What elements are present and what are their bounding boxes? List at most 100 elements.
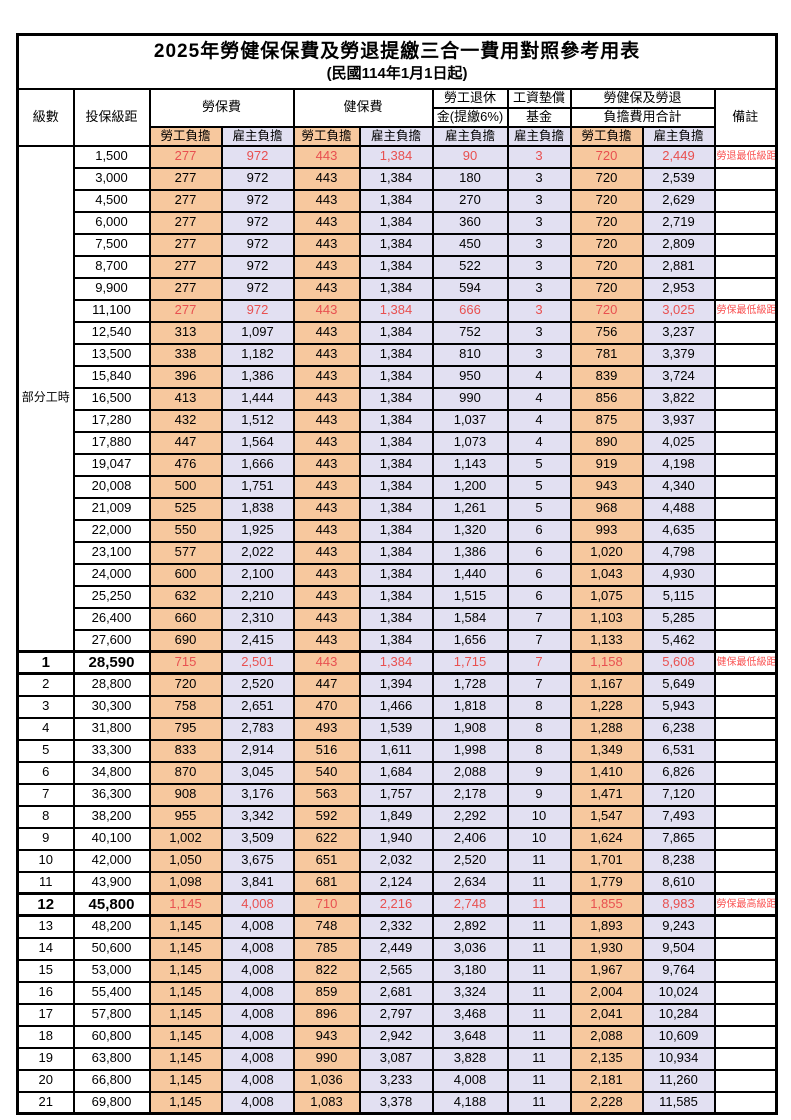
pension-employer-cell: 2,088 (431, 760, 509, 785)
pension-employer-cell: 3,180 (431, 958, 509, 983)
total-employee-cell: 720 (569, 210, 644, 235)
total-employee-cell: 2,228 (569, 1090, 644, 1115)
labor-employer-cell: 3,675 (220, 848, 295, 873)
total-employer-cell: 7,865 (641, 826, 716, 851)
remark-cell (713, 386, 778, 411)
table-row: 23,100 577 2,022 443 1,384 1,386 6 1,020… (18, 540, 778, 565)
health-employee-cell: 443 (292, 584, 361, 609)
table-row: 2 28,800 720 2,520 447 1,394 1,728 7 1,1… (16, 672, 778, 697)
total-employer-cell: 9,243 (641, 914, 716, 939)
salary-bracket-cell: 45,800 (72, 892, 151, 917)
level-cell: 12 (16, 892, 75, 917)
remark-cell (713, 738, 778, 763)
labor-employer-cell: 1,097 (220, 320, 295, 345)
level-cell: 17 (16, 1002, 75, 1027)
labor-employer-cell: 3,176 (220, 782, 295, 807)
premium-reference-table: 2025年勞健保保費及勞退提繳三合一費用對照參考用表 (民國114年1月1日起)… (16, 33, 779, 1115)
wage-fund-employer-cell: 3 (506, 254, 572, 279)
table-row: 15 53,000 1,145 4,008 822 2,565 3,180 11… (16, 958, 778, 983)
remark-cell (713, 232, 778, 257)
remark-cell (713, 870, 778, 895)
health-employer-cell: 1,539 (358, 716, 434, 741)
wage-fund-employer-cell: 7 (506, 606, 572, 631)
labor-employee-cell: 277 (148, 144, 223, 169)
wage-fund-employer-cell: 7 (506, 672, 572, 697)
total-employee-cell: 1,349 (569, 738, 644, 763)
labor-employee-cell: 1,145 (148, 958, 223, 983)
labor-employer-cell: 972 (220, 232, 295, 257)
remark-cell (713, 452, 778, 477)
labor-employee-cell: 1,145 (148, 1068, 223, 1093)
total-employee-cell: 2,088 (569, 1024, 644, 1049)
health-employer-cell: 1,384 (358, 254, 434, 279)
health-employer-cell: 2,565 (358, 958, 434, 983)
remark-cell: 勞退最低級距 (713, 144, 778, 169)
pension-employer-cell: 90 (431, 144, 509, 169)
pension-employer-cell: 1,200 (431, 474, 509, 499)
health-employer-cell: 1,384 (358, 298, 434, 323)
labor-employer-cell: 2,415 (220, 628, 295, 653)
pension-employer-cell: 1,073 (431, 430, 509, 455)
wage-fund-employer-cell: 4 (506, 386, 572, 411)
wage-fund-employer-cell: 11 (506, 892, 572, 917)
labor-employer-cell: 2,100 (220, 562, 295, 587)
total-employer-cell: 10,284 (641, 1002, 716, 1027)
labor-employer-cell: 4,008 (220, 980, 295, 1005)
health-employee-cell: 822 (292, 958, 361, 983)
table-row: 21 69,800 1,145 4,008 1,083 3,378 4,188 … (16, 1090, 778, 1115)
pension-employer-cell: 1,908 (431, 716, 509, 741)
total-employee-cell: 720 (569, 188, 644, 213)
wage-fund-employer-cell: 6 (506, 518, 572, 543)
health-employer-cell: 1,384 (358, 474, 434, 499)
health-employee-cell: 443 (292, 254, 361, 279)
wage-fund-employer-cell: 11 (506, 1090, 572, 1115)
salary-bracket-cell: 27,600 (72, 628, 151, 653)
salary-bracket-cell: 12,540 (72, 320, 151, 345)
total-employer-cell: 7,120 (641, 782, 716, 807)
remark-cell (713, 980, 778, 1005)
total-employee-cell: 1,893 (569, 914, 644, 939)
pension-employer-cell: 1,728 (431, 672, 509, 697)
total-employer-cell: 4,930 (641, 562, 716, 587)
salary-bracket-cell: 3,000 (72, 166, 151, 191)
health-employee-cell: 563 (292, 782, 361, 807)
labor-employee-cell: 550 (148, 518, 223, 543)
table-row: 19 63,800 1,145 4,008 990 3,087 3,828 11… (16, 1046, 778, 1071)
table-row: 19,047 476 1,666 443 1,384 1,143 5 919 4… (18, 452, 778, 477)
labor-employer-cell: 972 (220, 210, 295, 235)
health-employee-cell: 748 (292, 914, 361, 939)
pension-employer-cell: 4,188 (431, 1090, 509, 1115)
pension-employer-cell: 1,261 (431, 496, 509, 521)
table-row: 18 60,800 1,145 4,008 943 2,942 3,648 11… (16, 1024, 778, 1049)
labor-employer-cell: 972 (220, 166, 295, 191)
wage-fund-employer-cell: 11 (506, 1046, 572, 1071)
health-employer-cell: 1,384 (358, 166, 434, 191)
health-employee-cell: 516 (292, 738, 361, 763)
total-employer-cell: 3,025 (641, 298, 716, 323)
remark-cell (713, 408, 778, 433)
salary-bracket-cell: 15,840 (72, 364, 151, 389)
total-employee-cell: 1,133 (569, 628, 644, 653)
health-employee-cell: 785 (292, 936, 361, 961)
header-health-employer: 雇主負擔 (358, 125, 434, 147)
header-total-employer: 雇主負擔 (641, 125, 716, 147)
labor-employee-cell: 277 (148, 232, 223, 257)
table-row: 12,540 313 1,097 443 1,384 752 3 756 3,2… (18, 320, 778, 345)
header-wage-fund-line1: 工資墊償 (506, 87, 572, 109)
table-row: 部分工時 1,500 277 972 443 1,384 90 3 720 2,… (16, 144, 778, 653)
total-employer-cell: 5,285 (641, 606, 716, 631)
wage-fund-employer-cell: 11 (506, 958, 572, 983)
wage-fund-employer-cell: 3 (506, 166, 572, 191)
pension-employer-cell: 360 (431, 210, 509, 235)
labor-employer-cell: 2,210 (220, 584, 295, 609)
pension-employer-cell: 2,892 (431, 914, 509, 939)
total-employer-cell: 4,488 (641, 496, 716, 521)
labor-employer-cell: 2,914 (220, 738, 295, 763)
remark-cell (713, 958, 778, 983)
labor-employer-cell: 1,512 (220, 408, 295, 433)
health-employer-cell: 1,384 (358, 232, 434, 257)
wage-fund-employer-cell: 11 (506, 936, 572, 961)
labor-employer-cell: 2,520 (220, 672, 295, 697)
remark-cell (713, 848, 778, 873)
